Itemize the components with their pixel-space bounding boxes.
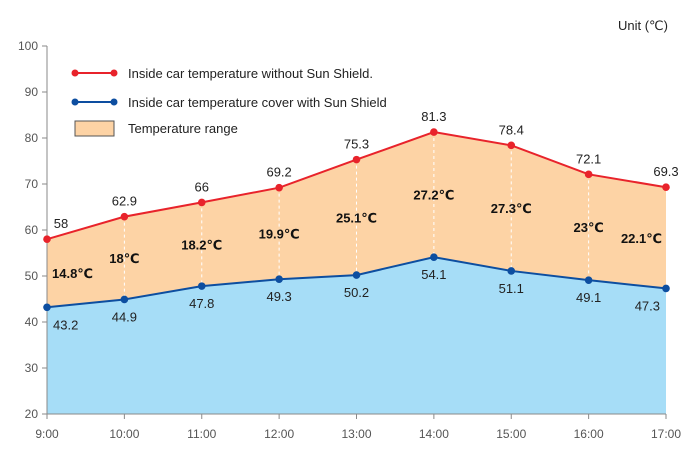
y-tick-label: 80: [25, 131, 39, 145]
data-label-with-shield: 51.1: [499, 281, 524, 296]
unit-label: Unit (℃): [618, 18, 668, 33]
point-without-shield: [120, 212, 129, 221]
data-label-with-shield: 47.8: [189, 296, 214, 311]
range-label: 18℃: [109, 251, 139, 266]
range-label: 27.2℃: [413, 188, 454, 203]
y-tick-label: 90: [25, 85, 39, 99]
data-label-without-shield: 72.1: [576, 151, 601, 166]
legend-swatch-range: [74, 120, 115, 137]
data-label-without-shield: 62.9: [112, 194, 137, 209]
data-label-with-shield: 49.3: [266, 289, 291, 304]
data-label-with-shield: 54.1: [421, 267, 446, 282]
point-with-shield: [507, 267, 516, 275]
data-label-with-shield: 49.1: [576, 290, 601, 305]
point-with-shield: [352, 271, 361, 279]
legend-marker-red: [71, 69, 79, 77]
range-label: 23℃: [574, 220, 604, 235]
point-with-shield: [275, 275, 283, 284]
legend-marker-red: [110, 69, 118, 77]
point-without-shield: [352, 155, 361, 164]
data-label-with-shield: 47.3: [635, 298, 660, 313]
point-without-shield: [507, 141, 516, 150]
legend-label-with-shield: Inside car temperature cover with Sun Sh…: [128, 95, 387, 110]
range-label: 18.2℃: [181, 237, 222, 252]
chart-legend: Inside car temperature without Sun Shiel…: [71, 66, 387, 137]
point-with-shield: [662, 284, 670, 293]
point-without-shield: [430, 128, 438, 136]
y-tick-label: 20: [25, 407, 39, 421]
x-tick-label: 15:00: [496, 427, 526, 441]
point-with-shield: [584, 276, 593, 284]
legend-marker-blue: [71, 98, 79, 106]
range-label: 19.9℃: [259, 226, 300, 241]
x-tick-label: 16:00: [574, 427, 604, 441]
data-label-without-shield: 78.4: [499, 122, 524, 137]
x-tick-label: 17:00: [651, 427, 681, 441]
point-with-shield: [120, 295, 129, 304]
point-without-shield: [584, 170, 593, 179]
x-tick-label: 9:00: [35, 427, 59, 441]
legend-marker-blue: [110, 98, 118, 106]
data-label-without-shield: 66: [195, 179, 209, 194]
data-label-with-shield: 44.9: [112, 309, 137, 324]
data-label-with-shield: 50.2: [344, 285, 369, 300]
point-without-shield: [662, 183, 670, 192]
legend-label-without-shield: Inside car temperature without Sun Shiel…: [128, 66, 373, 81]
point-without-shield: [275, 183, 283, 192]
x-tick-label: 12:00: [264, 427, 294, 441]
point-with-shield: [197, 282, 206, 290]
range-label: 25.1℃: [336, 210, 377, 225]
y-tick-label: 100: [18, 39, 38, 53]
y-tick-label: 30: [25, 361, 39, 375]
y-tick-label: 40: [25, 315, 39, 329]
x-tick-label: 11:00: [187, 427, 216, 441]
point-with-shield: [430, 253, 438, 261]
x-tick-label: 13:00: [341, 427, 371, 441]
data-label-without-shield: 69.2: [266, 165, 291, 180]
range-label: 14.8℃: [52, 266, 93, 281]
range-label: 22.1℃: [621, 231, 662, 246]
x-tick-label: 14:00: [419, 427, 449, 441]
area-below-shield: [47, 257, 666, 414]
point-without-shield: [197, 198, 206, 207]
x-tick-label: 10:00: [109, 427, 139, 441]
data-label-without-shield: 81.3: [421, 109, 446, 124]
legend-label-range: Temperature range: [128, 121, 238, 136]
data-label-without-shield: 69.3: [653, 164, 678, 179]
range-label: 27.3℃: [491, 201, 532, 216]
data-label-with-shield: 43.2: [53, 317, 78, 332]
y-tick-label: 60: [25, 223, 39, 237]
data-label-without-shield: 58: [54, 216, 68, 231]
y-tick-label: 50: [25, 269, 39, 283]
point-without-shield: [43, 235, 51, 243]
data-label-without-shield: 75.3: [344, 137, 369, 152]
point-with-shield: [43, 303, 51, 312]
y-tick-label: 70: [25, 177, 39, 191]
